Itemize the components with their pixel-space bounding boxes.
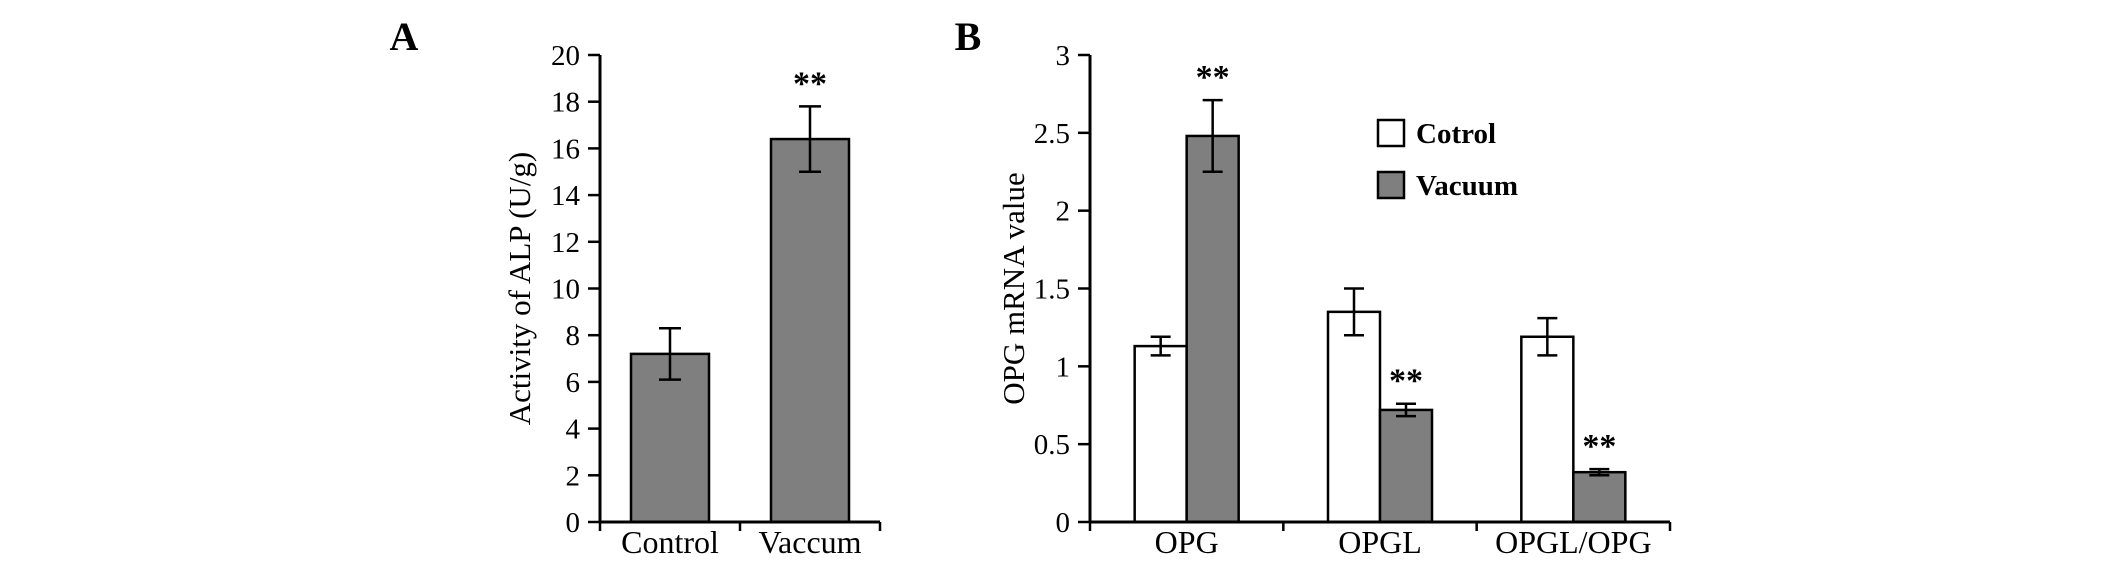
significance-marker: ** bbox=[1196, 59, 1230, 96]
y-tick-label: 0.5 bbox=[1034, 429, 1070, 461]
y-tick-label: 0 bbox=[1056, 507, 1071, 539]
x-category-label: OPGL bbox=[1338, 524, 1422, 560]
y-tick-label: 6 bbox=[566, 367, 581, 399]
x-category-label: Vaccum bbox=[758, 524, 861, 560]
bar-vacuum-opgl/opg bbox=[1572, 470, 1627, 524]
bar-vaccum bbox=[769, 137, 851, 524]
legend-label-vacuum: Vacuum bbox=[1416, 170, 1518, 202]
y-tick-label: 1 bbox=[1056, 351, 1071, 383]
y-tick-label: 14 bbox=[551, 180, 581, 212]
x-category-label: Control bbox=[621, 524, 719, 560]
y-tick-label: 4 bbox=[566, 414, 581, 446]
y-tick-label: 16 bbox=[551, 133, 580, 165]
bar-vacuum-opg bbox=[1185, 134, 1240, 524]
bar-cotrol-opg bbox=[1133, 344, 1188, 524]
significance-marker: ** bbox=[793, 65, 827, 102]
significance-marker: ** bbox=[1582, 428, 1616, 465]
panel-letter-a: A bbox=[390, 14, 419, 59]
y-tick-label: 0 bbox=[566, 507, 581, 539]
significance-marker: ** bbox=[1389, 363, 1423, 400]
y-tick-label: 12 bbox=[551, 227, 580, 259]
bar-control bbox=[629, 352, 711, 524]
x-category-label: OPG bbox=[1155, 524, 1219, 560]
x-category-label: OPGL/OPG bbox=[1495, 524, 1651, 560]
y-tick-label: 3 bbox=[1056, 40, 1071, 72]
y-tick-label: 18 bbox=[551, 87, 580, 119]
y-tick-label: 2 bbox=[1056, 196, 1071, 228]
y-tick-label: 20 bbox=[551, 40, 580, 72]
y-tick-label: 2.5 bbox=[1034, 118, 1070, 150]
bar-cotrol-opgl/opg bbox=[1520, 335, 1575, 524]
y-tick-label: 1.5 bbox=[1034, 274, 1070, 306]
panel-letter-b: B bbox=[955, 14, 982, 59]
y-axis-title: Activity of ALP (U/g) bbox=[502, 152, 537, 426]
bar-cotrol-opgl bbox=[1326, 310, 1382, 524]
legend-label-cotrol: Cotrol bbox=[1416, 118, 1496, 150]
y-axis-title: OPG mRNA value bbox=[996, 172, 1031, 405]
bar-vacuum-opgl bbox=[1378, 408, 1434, 524]
y-tick-label: 2 bbox=[566, 460, 581, 492]
y-tick-label: 8 bbox=[566, 320, 581, 352]
legend-swatch-cotrol bbox=[1376, 118, 1406, 148]
legend-swatch-vacuum bbox=[1376, 170, 1406, 200]
y-tick-label: 10 bbox=[551, 274, 580, 306]
